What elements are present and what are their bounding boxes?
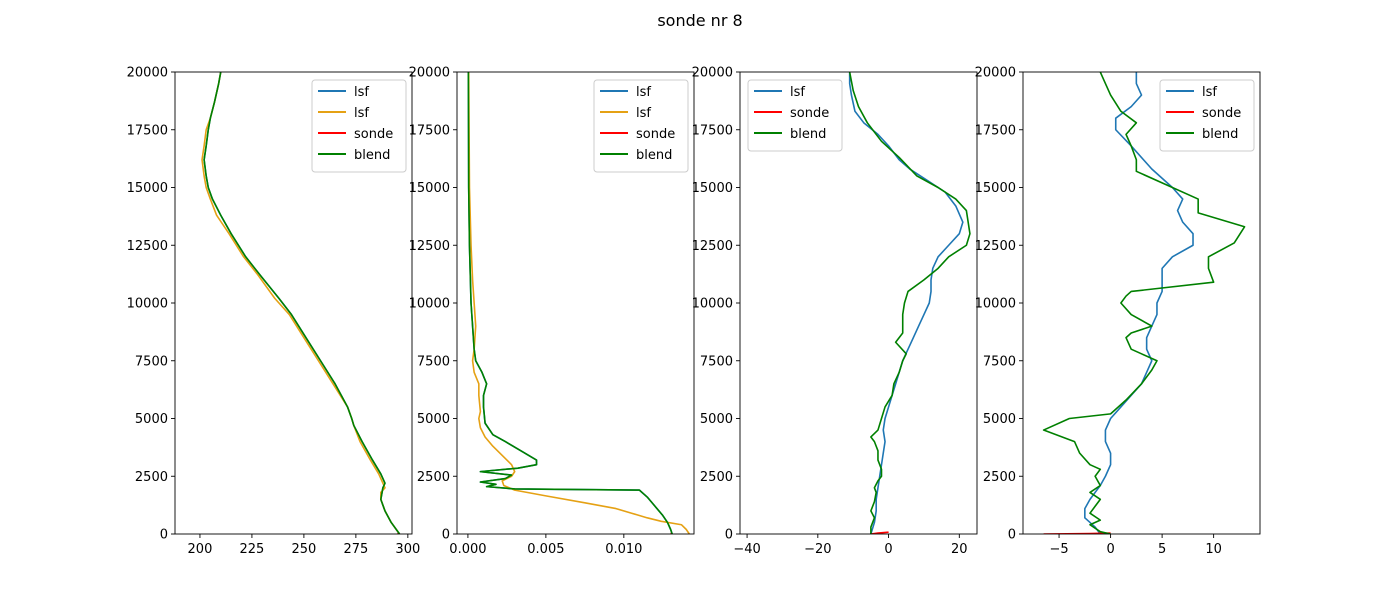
y-tick-label: 20000 xyxy=(692,66,733,81)
legend-label: blend xyxy=(354,148,390,163)
series-group xyxy=(201,72,401,534)
y-tick-label: 7500 xyxy=(135,354,168,369)
legend-label: blend xyxy=(790,127,826,142)
x-tick-label: 0 xyxy=(1106,542,1114,557)
legend-label: sonde xyxy=(354,127,393,142)
series-line-4 xyxy=(467,72,673,534)
y-tick-label: 10000 xyxy=(409,297,450,312)
y-tick-label: 10000 xyxy=(127,297,168,312)
x-tick-label: 10 xyxy=(1205,542,1222,557)
y-tick-label: 17500 xyxy=(692,123,733,138)
legend-label: blend xyxy=(636,148,672,163)
y-tick-label: 20000 xyxy=(975,66,1016,81)
series-line-2 xyxy=(201,72,401,534)
y-tick-label: 0 xyxy=(725,528,733,543)
y-tick-label: 12500 xyxy=(409,239,450,254)
legend-label: lsf xyxy=(354,106,369,121)
series-line-4 xyxy=(203,72,401,534)
y-tick-label: 7500 xyxy=(983,354,1016,369)
y-tick-label: 2500 xyxy=(700,470,733,485)
legend-label: blend xyxy=(1202,127,1238,142)
legend-label: lsf xyxy=(1202,85,1217,100)
y-tick-label: 7500 xyxy=(700,354,733,369)
legend: lsf lsf sonde blend xyxy=(311,79,407,173)
y-tick-label: 15000 xyxy=(127,181,168,196)
x-tick-label: 0.010 xyxy=(605,542,642,557)
y-tick-label: 15000 xyxy=(409,181,450,196)
series-group xyxy=(467,72,690,534)
x-tick-label: 0 xyxy=(884,542,892,557)
y-tick-label: 12500 xyxy=(975,239,1016,254)
x-tick-label: 20 xyxy=(951,542,968,557)
y-tick-label: 0 xyxy=(160,528,168,543)
series-line-2 xyxy=(467,72,690,534)
y-tick-label: 10000 xyxy=(975,297,1016,312)
series-line-1 xyxy=(848,72,964,534)
y-tick-label: 5000 xyxy=(417,412,450,427)
x-tick-label: 300 xyxy=(395,542,420,557)
y-tick-label: 17500 xyxy=(975,123,1016,138)
legend-label: lsf xyxy=(636,106,651,121)
series-line-3 xyxy=(848,72,971,534)
legend: lsf sonde blend xyxy=(747,79,843,152)
x-tick-label: 250 xyxy=(291,542,316,557)
x-tick-label: 0.005 xyxy=(527,542,564,557)
legend-label: lsf xyxy=(636,85,651,100)
x-tick-label: −20 xyxy=(804,542,831,557)
legend-label: sonde xyxy=(790,106,829,121)
legend: lsf lsf sonde blend xyxy=(593,79,689,173)
y-tick-label: 0 xyxy=(442,528,450,543)
x-tick-label: −40 xyxy=(733,542,760,557)
y-tick-label: 17500 xyxy=(409,123,450,138)
y-tick-label: 5000 xyxy=(983,412,1016,427)
legend-label: sonde xyxy=(636,127,675,142)
legend-box xyxy=(311,79,407,173)
y-tick-label: 5000 xyxy=(700,412,733,427)
y-tick-label: 5000 xyxy=(135,412,168,427)
x-tick-label: 275 xyxy=(343,542,368,557)
legend-label: lsf xyxy=(354,85,369,100)
series-line-3 xyxy=(1042,72,1246,534)
figure-title: sonde nr 8 xyxy=(657,11,742,30)
y-tick-label: 10000 xyxy=(692,297,733,312)
x-tick-label: 5 xyxy=(1158,542,1166,557)
series-group xyxy=(848,72,971,534)
legend: lsf sonde blend xyxy=(1159,79,1255,152)
x-tick-label: −5 xyxy=(1049,542,1068,557)
legend-label: lsf xyxy=(790,85,805,100)
panel-4: −5 0 5 10 0 2500 5000 7500 10000 12500 15000 17500 2… xyxy=(975,66,1261,557)
y-tick-label: 15000 xyxy=(975,181,1016,196)
y-tick-label: 15000 xyxy=(692,181,733,196)
panel-2: 0.000 0.005 0.010 0 2500 5000 7500 10000 12500 15… xyxy=(409,66,695,557)
x-tick-label: 225 xyxy=(240,542,265,557)
x-tick-label: 0.000 xyxy=(449,542,486,557)
y-tick-label: 20000 xyxy=(409,66,450,81)
y-tick-label: 12500 xyxy=(127,239,168,254)
legend-box xyxy=(593,79,689,173)
panel-3: −40 −20 0 20 0 2500 5000 7500 10000 12500 15000 175… xyxy=(692,66,978,557)
y-tick-label: 12500 xyxy=(692,239,733,254)
legend-label: sonde xyxy=(1202,106,1241,121)
y-tick-label: 0 xyxy=(1008,528,1016,543)
y-tick-label: 2500 xyxy=(983,470,1016,485)
panel-1: 200 225 250 275 300 0 2500 5000 7500 10000 12500 15… xyxy=(127,66,421,558)
y-tick-label: 7500 xyxy=(417,354,450,369)
y-tick-label: 2500 xyxy=(135,470,168,485)
y-tick-label: 20000 xyxy=(127,66,168,81)
x-tick-label: 200 xyxy=(188,542,213,557)
y-tick-label: 17500 xyxy=(127,123,168,138)
y-tick-label: 2500 xyxy=(417,470,450,485)
